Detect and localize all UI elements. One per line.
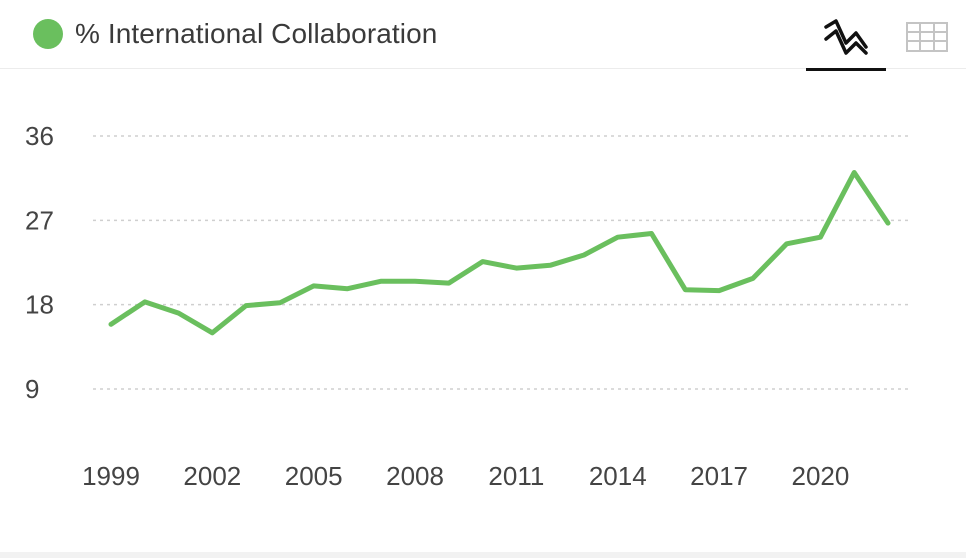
x-tick-label: 2005 [285,461,343,491]
legend-swatch [33,19,63,49]
table-view-button[interactable] [887,6,966,68]
x-tick-label: 2014 [589,461,647,491]
x-tick-label: 2020 [792,461,850,491]
series-line [108,170,891,336]
x-tick-label: 1999 [82,461,140,491]
chart-header: % International Collaboration [0,0,966,71]
x-tick-label: 2002 [183,461,241,491]
y-tick-label: 18 [25,290,54,320]
line-chart-icon [824,19,868,55]
x-tick-label: 2008 [386,461,444,491]
y-tick-label: 9 [25,374,39,404]
x-tick-label: 2017 [690,461,748,491]
y-tick-label: 27 [25,205,54,235]
y-tick-label: 36 [25,121,54,151]
x-tick-label: 2011 [488,461,544,491]
legend-label: % International Collaboration [75,18,438,49]
legend-item[interactable]: % International Collaboration [33,18,437,50]
chart-view-button[interactable] [806,6,886,71]
table-icon [906,22,948,52]
